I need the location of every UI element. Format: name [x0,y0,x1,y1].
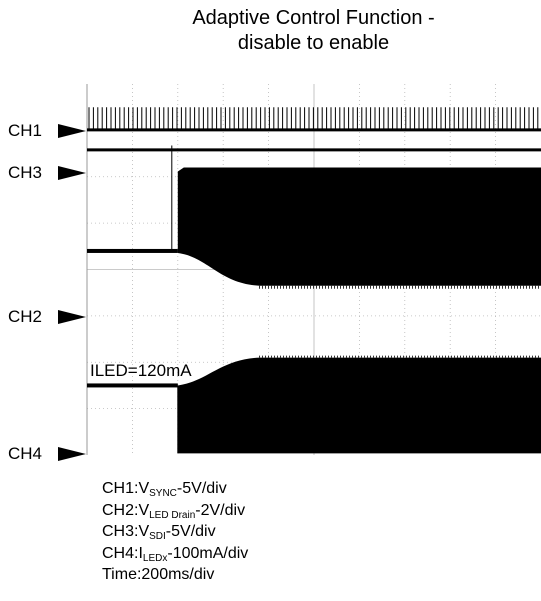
ch2-ch3-pulsed-envelope [177,167,541,286]
note-ch4: CH4:ILEDx-100mA/div [102,544,249,564]
ch4-trace-before [87,383,178,388]
ch2-label: CH2 [8,307,43,326]
note-time: Time:200ms/div [102,566,215,583]
chart-title: Adaptive Control Function - disable to e… [86,6,541,56]
ch2-trace-before [87,248,178,253]
note-ch2: CH2:VLED Drain-2V/div [102,501,246,521]
ch1-trace-secondary [87,148,541,152]
ch1-trace-pulses [88,107,539,130]
ch2-trace-fringe [259,285,539,289]
ch3-marker [58,166,86,180]
ch4-trace-fringe [259,355,539,358]
iled-annotation: ILED=120mA [90,361,192,380]
ch2-marker [58,310,86,324]
ch4-pulsed-envelope [177,357,541,454]
note-ch3: CH3:VSDI-5V/div [102,523,216,542]
chart-title-line-1: Adaptive Control Function - [192,7,435,29]
ch1-marker [58,124,86,138]
ch1-label: CH1 [8,121,43,140]
note-ch1: CH1:VSYNC-5V/div [102,480,227,499]
chart-title-line-2: disable to enable [237,32,390,54]
ch4-label: CH4 [8,444,43,463]
ch3-label: CH3 [8,163,43,182]
channel-notes: CH1:VSYNC-5V/div CH2:VLED Drain-2V/div C… [102,478,248,586]
ch4-marker [58,447,86,461]
ch1-trace-baseline [87,128,541,132]
